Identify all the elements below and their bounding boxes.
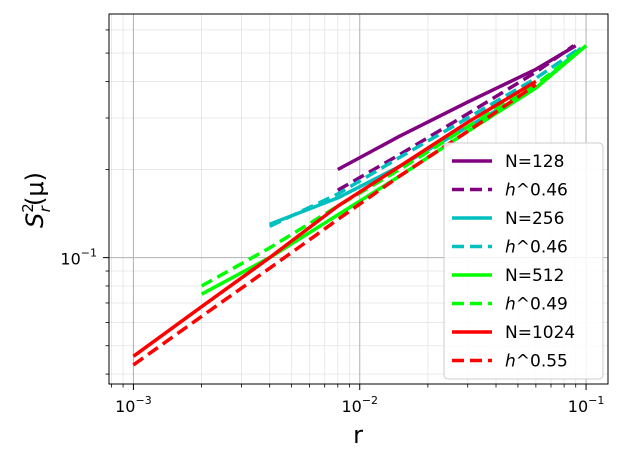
legend-label-h: h [505, 352, 516, 372]
y-tick-label-exponent: −1 [81, 247, 97, 260]
legend-label-exponent: ^0.55 [516, 352, 568, 372]
y-axis-label-tail: (μ) [21, 172, 49, 206]
legend-box [443, 142, 604, 380]
series-line-6 [200, 44, 588, 288]
y-tick-label: 10−1 [60, 247, 97, 269]
x-axis-label: r [353, 421, 363, 449]
x-tick-label: 10−1 [568, 394, 605, 416]
y-axis-label: S2r(μ) [19, 172, 54, 228]
x-tick-label-exponent: −1 [588, 394, 604, 407]
legend-label-7: N=1024 [505, 323, 575, 343]
x-tick-label-base: 10 [568, 397, 588, 416]
plot-frame [108, 13, 609, 385]
x-tick-label: 10−3 [115, 394, 152, 416]
legend-label-h: h [505, 238, 516, 258]
legend-label-6: h^0.49 [505, 295, 568, 315]
legend: N=128h^0.46N=256h^0.46N=512h^0.49N=1024h… [443, 142, 604, 380]
series-layer [132, 44, 588, 367]
legend-label-3: N=256 [505, 209, 564, 229]
x-tick-label-base: 10 [115, 397, 135, 416]
y-tick-label-base: 10 [60, 250, 80, 269]
legend-label-1: N=128 [505, 152, 564, 172]
legend-label-5: N=512 [505, 266, 564, 286]
legend-label-exponent: ^0.46 [516, 238, 568, 258]
legend-label-h: h [505, 295, 516, 315]
x-tick-label: 10−2 [341, 394, 378, 416]
x-tick-label-exponent: −3 [135, 394, 151, 407]
series-line-1 [336, 44, 577, 172]
series-line-7 [132, 79, 537, 358]
x-tick-label-exponent: −2 [362, 394, 378, 407]
series-line-4 [268, 46, 581, 228]
y-axis-label-base: S [21, 213, 49, 228]
y-axis-label-sub: r [36, 205, 54, 212]
x-tick-label-base: 10 [341, 397, 361, 416]
legend-label-2: h^0.46 [505, 181, 568, 201]
series-line-2 [336, 44, 575, 192]
legend-label-4: h^0.46 [505, 238, 568, 258]
legend-label-h: h [505, 181, 516, 201]
ticks: 10−3 10−2 10−110−1 [60, 29, 605, 416]
legend-label-8: h^0.55 [505, 352, 568, 372]
y-axis-label-sup: 2 [19, 203, 37, 213]
legend-label-exponent: ^0.46 [516, 181, 568, 201]
legend-label-exponent: ^0.49 [516, 295, 568, 315]
series-line-8 [132, 83, 537, 367]
